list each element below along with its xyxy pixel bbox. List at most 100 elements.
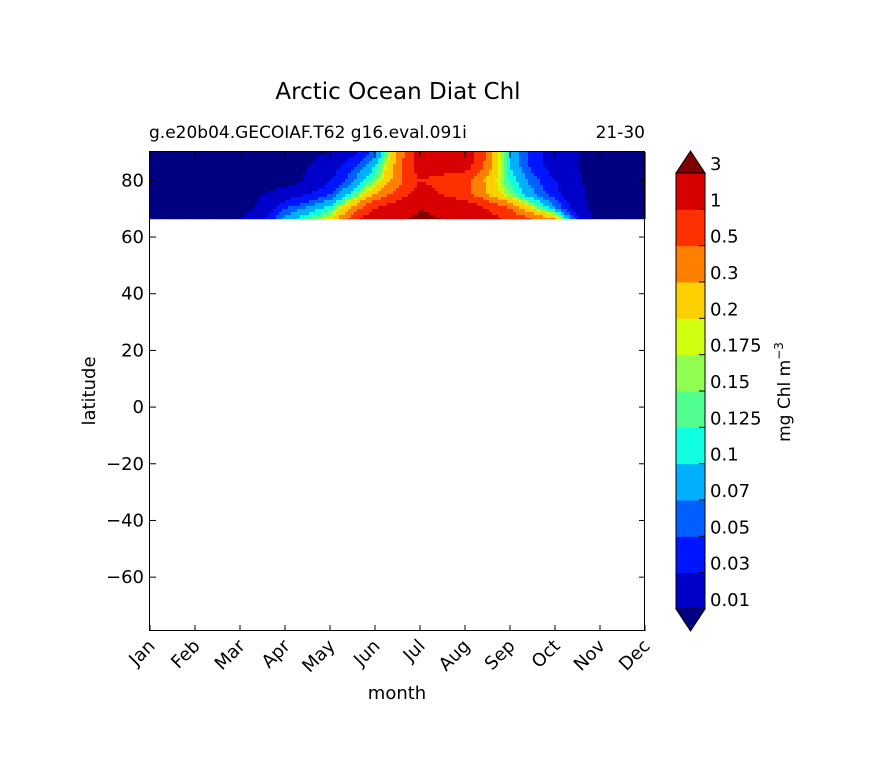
heatmap-cell	[300, 167, 304, 171]
heatmap-cell	[378, 182, 382, 186]
heatmap-cell	[471, 182, 475, 186]
heatmap-cell	[465, 152, 469, 156]
heatmap-cell	[318, 179, 322, 183]
heatmap-cell	[408, 191, 412, 195]
heatmap-cell	[153, 218, 157, 220]
heatmap-cell	[216, 218, 220, 220]
heatmap-cell	[453, 218, 457, 220]
heatmap-cell	[588, 176, 592, 180]
heatmap-cell	[396, 203, 400, 207]
heatmap-cell	[507, 173, 511, 177]
heatmap-cell	[438, 191, 442, 195]
heatmap-cell	[225, 185, 229, 189]
heatmap-cell	[237, 164, 241, 168]
heatmap-cell	[393, 164, 397, 168]
heatmap-cell	[546, 191, 550, 195]
heatmap-cell	[222, 170, 226, 174]
heatmap-cell	[486, 167, 490, 171]
heatmap-cell	[426, 182, 430, 186]
heatmap-cell	[249, 179, 253, 183]
colorbar-band	[676, 536, 705, 574]
heatmap-cell	[201, 155, 205, 159]
heatmap-cell	[255, 164, 259, 168]
heatmap-cell	[618, 176, 622, 180]
heatmap-cell	[588, 152, 592, 156]
heatmap-cell	[459, 191, 463, 195]
heatmap-cell	[234, 209, 238, 213]
heatmap-cell	[534, 176, 538, 180]
heatmap-cell	[282, 161, 286, 165]
heatmap-cell	[360, 203, 364, 207]
heatmap-cell	[474, 191, 478, 195]
heatmap-cell	[354, 182, 358, 186]
heatmap-cell	[477, 194, 481, 198]
heatmap-cell	[177, 188, 181, 192]
heatmap-cell	[333, 185, 337, 189]
heatmap-cell	[348, 176, 352, 180]
colorbar-tick-label: 0.5	[710, 227, 739, 248]
heatmap-cell	[405, 203, 409, 207]
heatmap-cell	[531, 173, 535, 177]
heatmap-cell	[462, 194, 466, 198]
heatmap-cell	[393, 167, 397, 171]
heatmap-cell	[162, 212, 166, 216]
heatmap-cell	[366, 179, 370, 183]
heatmap-cell	[582, 212, 586, 216]
heatmap-cell	[624, 155, 628, 159]
heatmap-cell	[153, 155, 157, 159]
heatmap-cell	[636, 200, 640, 204]
heatmap-cell	[207, 164, 211, 168]
heatmap-cell	[408, 167, 412, 171]
heatmap-cell	[330, 185, 334, 189]
heatmap-cell	[387, 155, 391, 159]
heatmap-cell	[480, 191, 484, 195]
heatmap-cell	[489, 161, 493, 165]
heatmap-cell	[210, 158, 214, 162]
heatmap-cell	[285, 218, 289, 220]
heatmap-cell	[363, 188, 367, 192]
heatmap-cell	[225, 161, 229, 165]
heatmap-cell	[627, 194, 631, 198]
heatmap-cell	[612, 161, 616, 165]
heatmap-cell	[510, 206, 514, 210]
heatmap-cell	[162, 206, 166, 210]
heatmap-cell	[438, 170, 442, 174]
heatmap-cell	[327, 209, 331, 213]
heatmap-cell	[276, 200, 280, 204]
y-tick-label: −60	[106, 567, 144, 588]
heatmap-cell	[294, 194, 298, 198]
heatmap-cell	[414, 179, 418, 183]
heatmap-cell	[624, 212, 628, 216]
heatmap-cell	[384, 188, 388, 192]
heatmap-cell	[285, 212, 289, 216]
heatmap-cell	[528, 200, 532, 204]
heatmap-cell	[384, 173, 388, 177]
heatmap-cell	[501, 212, 505, 216]
heatmap-cell	[270, 218, 274, 220]
heatmap-cell	[642, 161, 646, 165]
heatmap-cell	[486, 179, 490, 183]
heatmap-cell	[342, 161, 346, 165]
heatmap-cell	[150, 182, 154, 186]
heatmap-cell	[255, 194, 259, 198]
heatmap-cell	[597, 179, 601, 183]
heatmap-cell	[291, 197, 295, 201]
heatmap-cell	[468, 161, 472, 165]
heatmap-cell	[153, 173, 157, 177]
heatmap-cell	[372, 218, 376, 220]
heatmap-cell	[603, 194, 607, 198]
heatmap-cell	[447, 209, 451, 213]
heatmap-cell	[528, 179, 532, 183]
heatmap-cell	[294, 203, 298, 207]
heatmap-cell	[630, 155, 634, 159]
heatmap-cell	[447, 173, 451, 177]
heatmap-cell	[624, 173, 628, 177]
heatmap-cell	[462, 152, 466, 156]
heatmap-cell	[294, 218, 298, 220]
heatmap-cell	[561, 182, 565, 186]
heatmap-cell	[417, 212, 421, 216]
heatmap-cell	[522, 212, 526, 216]
heatmap-cell	[204, 179, 208, 183]
heatmap-cell	[510, 167, 514, 171]
heatmap-cell	[603, 200, 607, 204]
